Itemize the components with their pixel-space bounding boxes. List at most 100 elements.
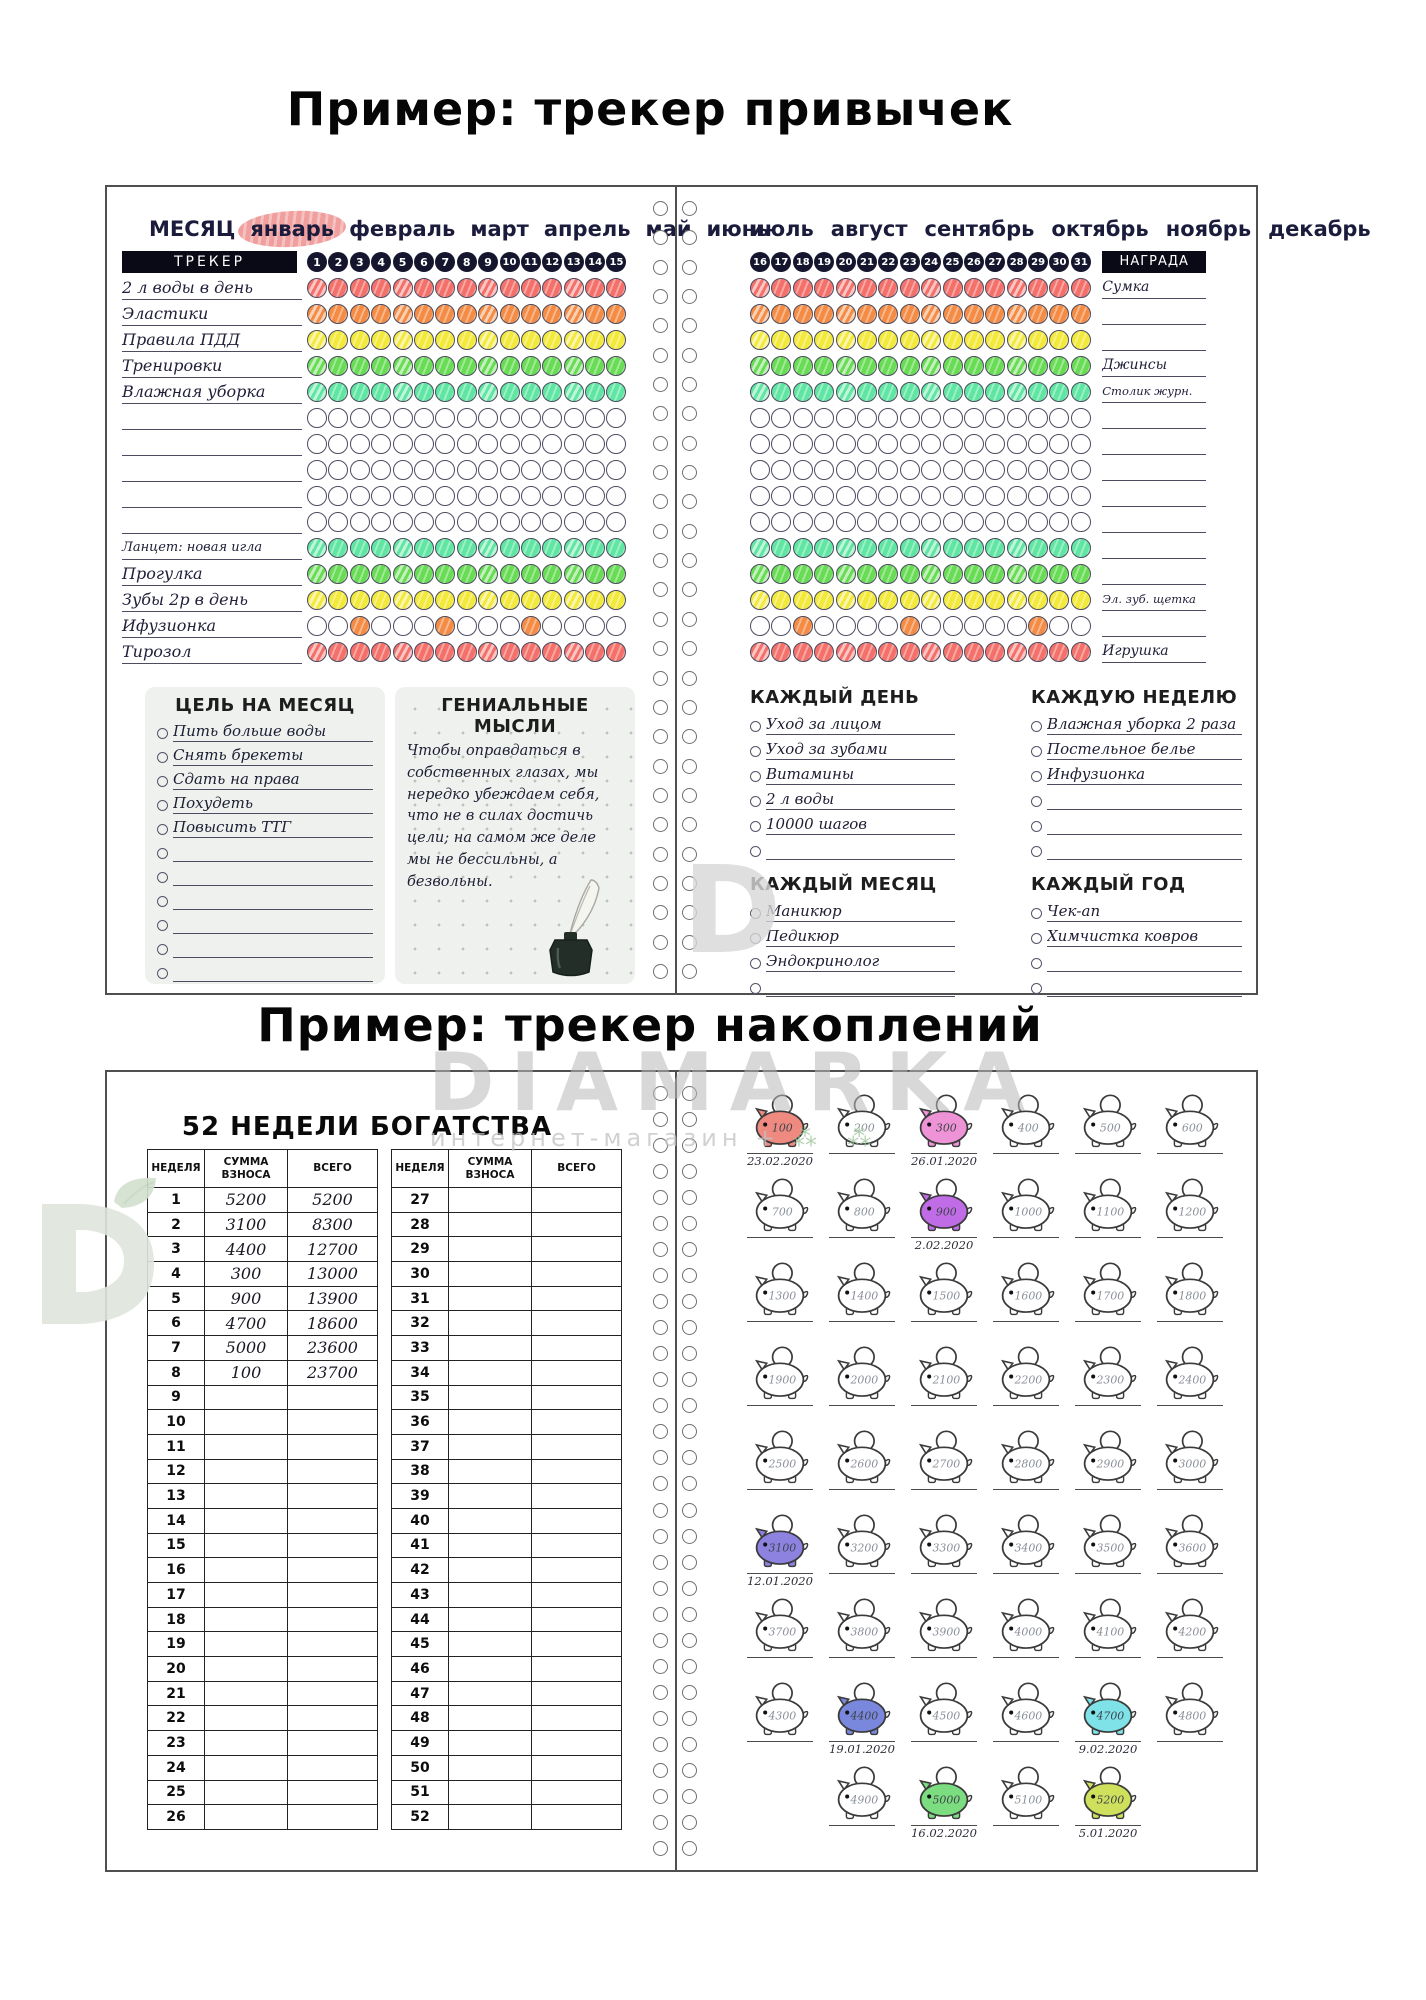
piggy-cell: 400	[985, 1094, 1067, 1178]
piggy-row: 100 23.02.2020 200 300 26.01.2020 400 500 600	[708, 1094, 1256, 1178]
deposit-cell	[204, 1804, 288, 1830]
habit-day-dot	[307, 304, 327, 324]
habit-day-dot	[1070, 330, 1091, 350]
habit-day-dots	[307, 356, 628, 376]
binding-hole	[653, 1138, 668, 1154]
habit-day-dot	[985, 408, 1006, 428]
reward-label	[1102, 304, 1207, 325]
list-item: Чек-ап	[1031, 897, 1242, 922]
habit-day-dot	[392, 434, 413, 454]
binding-hole	[653, 1502, 668, 1518]
habit-day-dots	[750, 382, 1092, 402]
habit-day-dot	[563, 434, 584, 454]
habit-day-dot	[899, 304, 920, 324]
week-cell: 9	[147, 1384, 205, 1411]
habit-day-dot	[1006, 616, 1027, 636]
binding-hole	[653, 1684, 668, 1700]
habit-day-dot	[349, 590, 370, 610]
list-item	[157, 862, 373, 886]
habit-day-dot	[814, 434, 835, 454]
month-item: ноябрь	[1165, 217, 1252, 241]
piggy-bank-icon: 4500	[903, 1682, 985, 1744]
savings-row: 29	[391, 1236, 622, 1263]
routine-section-title: КАЖДЫЙ ГОД	[1031, 874, 1186, 895]
deposit-cell	[448, 1187, 532, 1213]
habit-day-dots	[750, 278, 1092, 298]
reward-label	[1102, 330, 1207, 351]
habit-day-dot	[413, 356, 434, 376]
svg-text:2200: 2200	[1013, 1374, 1042, 1387]
habit-day-dot	[478, 486, 499, 506]
habit-day-dot	[542, 278, 563, 298]
savings-row: 13	[147, 1483, 378, 1509]
binding-hole	[682, 758, 697, 774]
savings-row: 22	[147, 1705, 378, 1732]
habit-day-dot	[985, 356, 1006, 376]
tracker-header-row: 16 17 18 19 20 21 22 23 24 25 26 27 28 29 30 31 НАГРАДА	[708, 249, 1256, 275]
habit-day-dot	[435, 564, 456, 584]
habit-day-dot	[835, 538, 856, 558]
piggy-row: 3100 12.01.2020 3200 3300 3400 3500 3600	[708, 1514, 1256, 1598]
habit-day-dot	[899, 486, 920, 506]
piggy-cell: 4300	[739, 1682, 821, 1766]
binding-hole	[682, 846, 697, 862]
habit-day-dots	[307, 564, 628, 584]
deposit-cell	[448, 1384, 532, 1411]
piggy-date-line: 5.01.2020	[1075, 1825, 1141, 1841]
piggy-row: 1300 1400 1500 1600 1700 1800	[708, 1262, 1256, 1346]
habit-day-dot	[349, 408, 370, 428]
piggy-date-line	[1157, 1405, 1223, 1421]
week-cell: 45	[391, 1631, 449, 1658]
habit-day-dot	[328, 642, 349, 662]
habit-day-dots	[307, 512, 628, 532]
day-number: 23	[899, 252, 920, 272]
habit-day-dot	[499, 330, 520, 350]
deposit-cell	[204, 1433, 288, 1460]
habit-day-dot	[328, 278, 349, 298]
habit-day-dot	[542, 304, 563, 324]
habit-day-dot	[878, 460, 899, 480]
deposit-cell: 900	[204, 1285, 288, 1312]
habit-day-dot	[392, 382, 413, 402]
day-number: 11	[520, 252, 541, 272]
total-cell	[531, 1310, 622, 1337]
savings-column-header: СУММА ВЗНОСА	[448, 1149, 532, 1188]
habit-day-dot	[942, 538, 963, 558]
piggy-bank-icon: 4600	[985, 1682, 1067, 1744]
habit-day-dot	[835, 330, 856, 350]
deposit-cell: 3100	[204, 1211, 288, 1238]
binding-hole	[653, 1554, 668, 1570]
piggy-cell: 3000	[1149, 1430, 1231, 1514]
habit-day-dot	[520, 486, 541, 506]
habit-label: Эластики	[122, 303, 302, 326]
binding-hole	[653, 611, 668, 627]
savings-row: 47	[391, 1680, 622, 1707]
habit-day-dot	[371, 408, 392, 428]
day-number: 8	[456, 252, 477, 272]
deposit-cell	[448, 1359, 532, 1386]
list-item: 10000 шагов	[750, 810, 955, 835]
habit-day-dot	[856, 330, 877, 350]
habit-day-dot	[878, 382, 899, 402]
habit-day-dot	[771, 486, 792, 506]
checkbox-circle	[750, 933, 761, 944]
habit-day-dot	[435, 278, 456, 298]
list-item-text: Постельное белье	[1047, 739, 1242, 760]
piggy-bank-icon: 3600	[1149, 1514, 1231, 1576]
week-cell: 31	[391, 1285, 449, 1312]
piggy-bank-icon: 3400	[985, 1514, 1067, 1576]
habit-day-dot	[878, 434, 899, 454]
habit-day-dot	[942, 512, 963, 532]
piggy-cell: 1300	[739, 1262, 821, 1346]
habit-day-dot	[814, 512, 835, 532]
svg-text:1800: 1800	[1178, 1290, 1206, 1303]
habit-day-dot	[835, 642, 856, 662]
habit-day-dot	[835, 512, 856, 532]
day-number: 2	[328, 252, 349, 272]
habit-row	[708, 535, 1256, 561]
habit-day-dot	[499, 616, 520, 636]
piggy-date-line	[911, 1405, 977, 1421]
reward-label	[1102, 616, 1207, 637]
binding-hole	[653, 553, 668, 569]
binding-hole	[682, 259, 697, 275]
